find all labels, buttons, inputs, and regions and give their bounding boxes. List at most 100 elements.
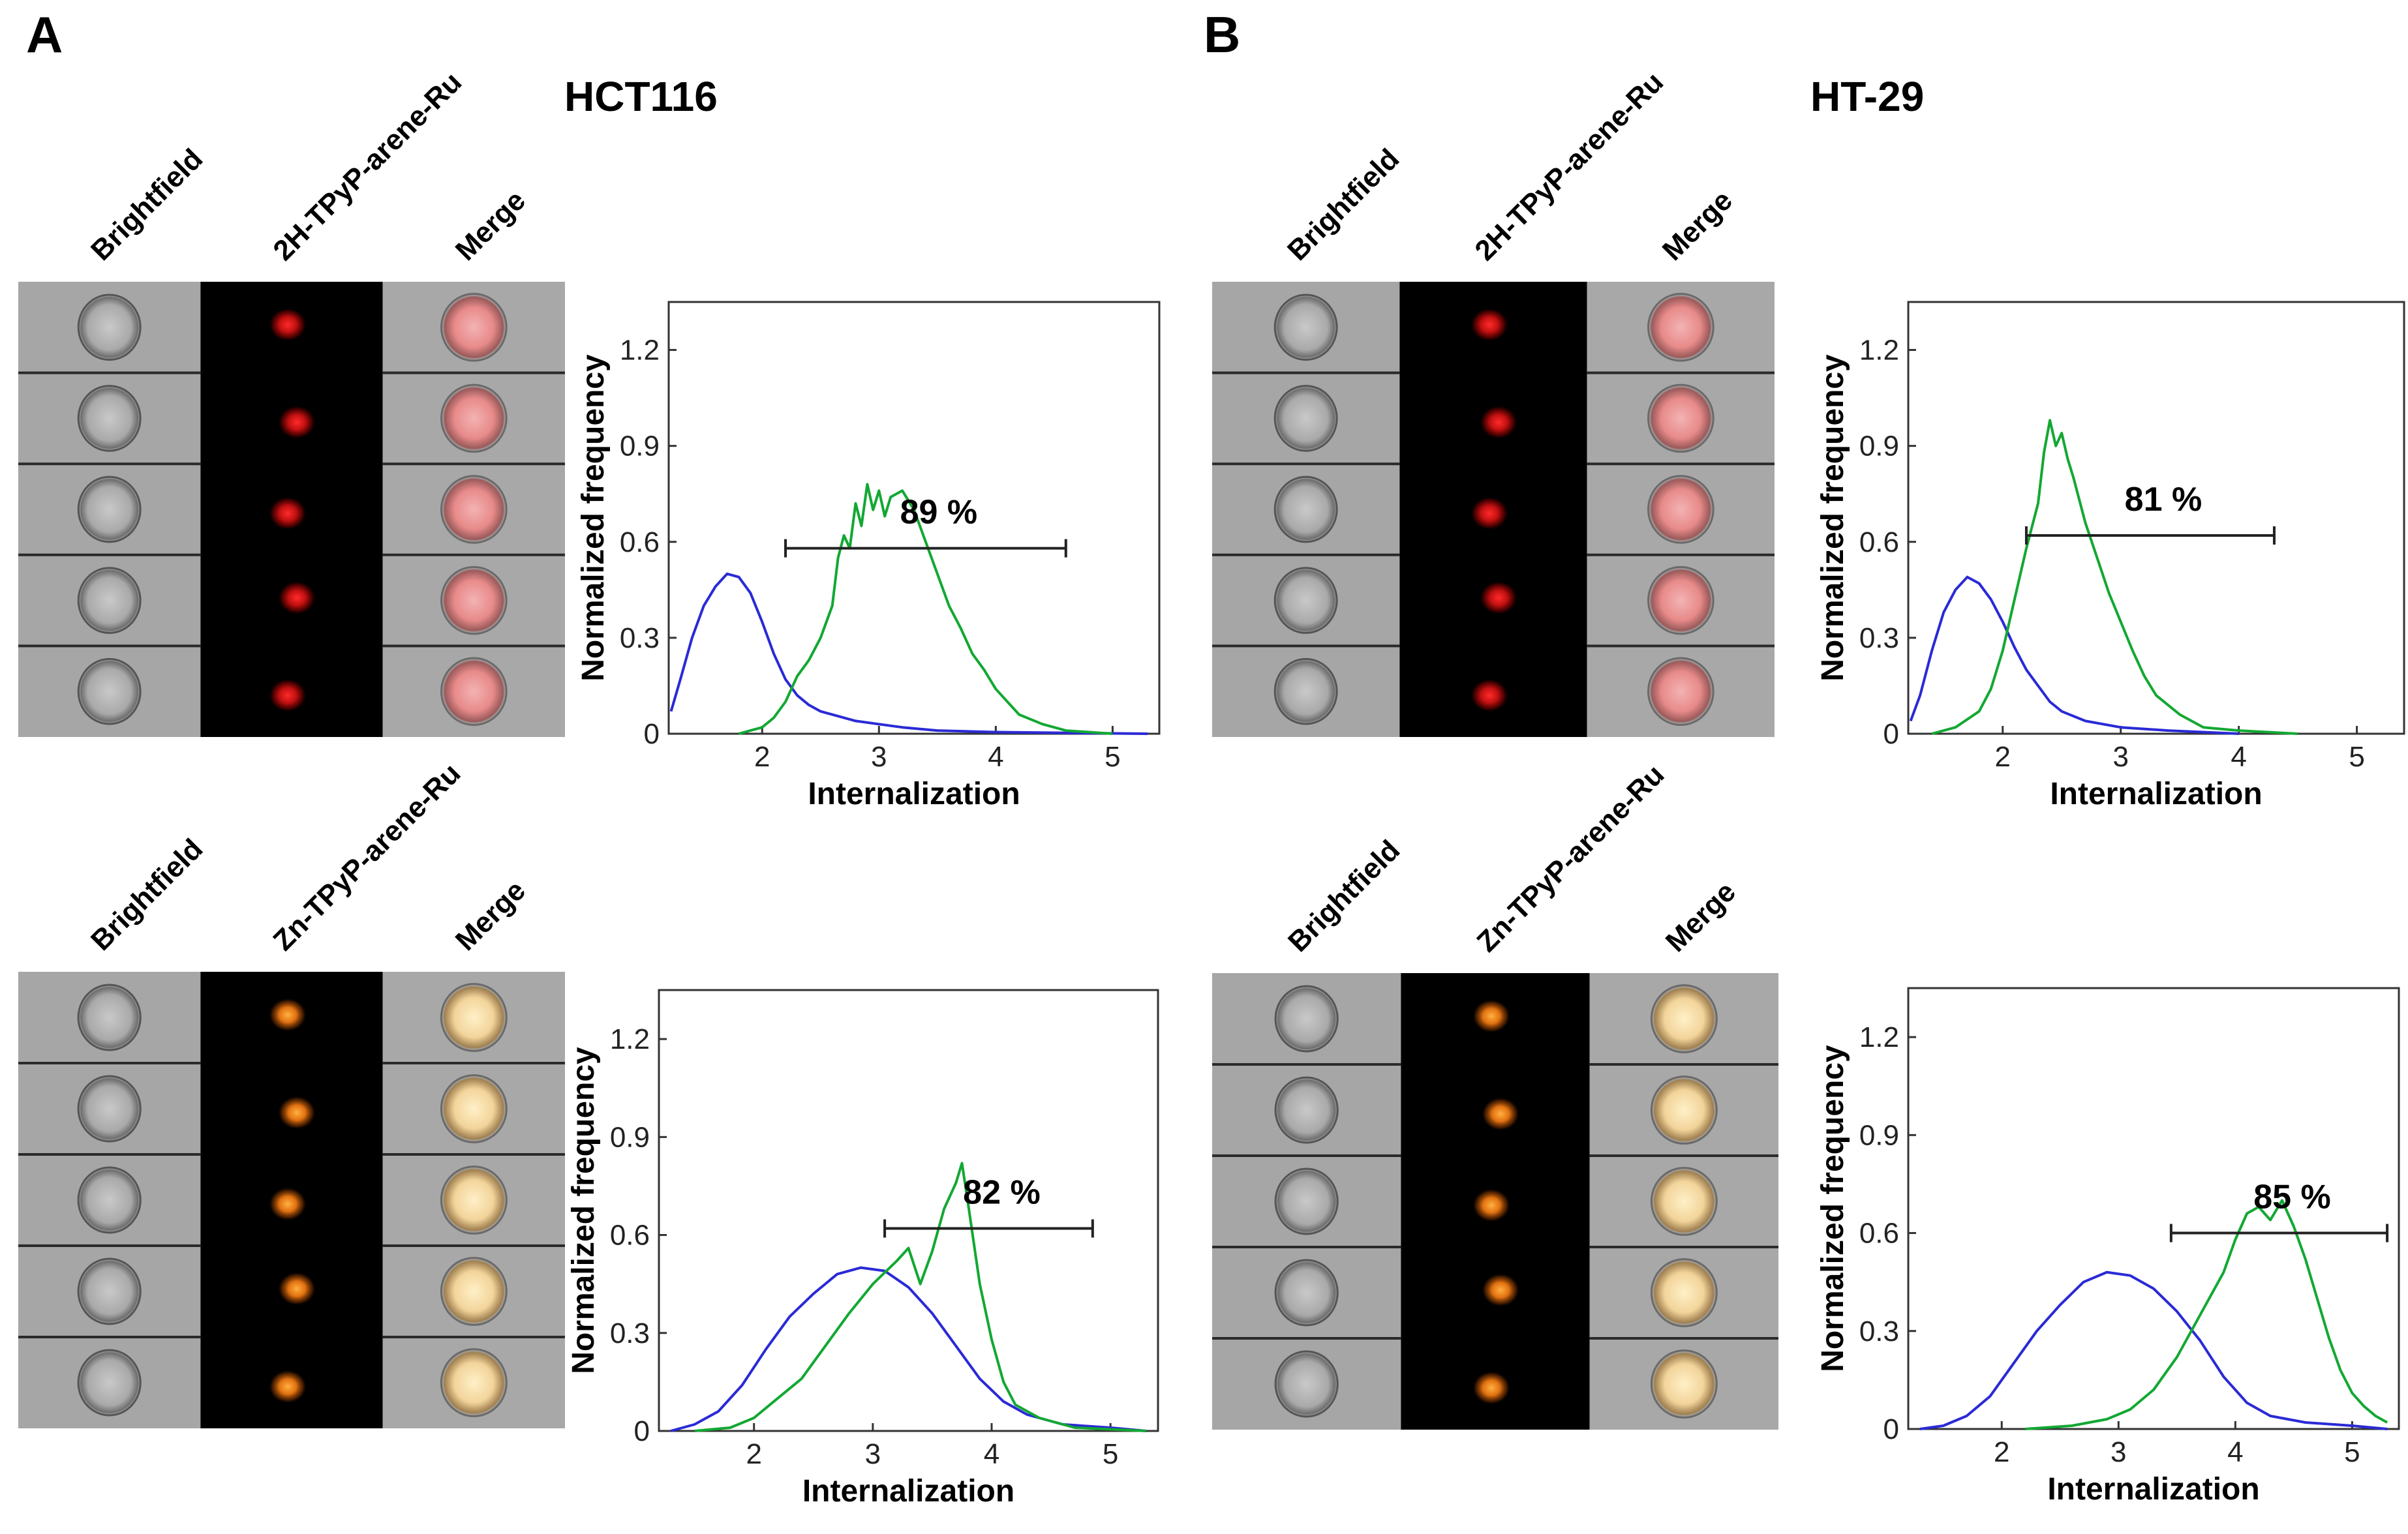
fluorescence-signal — [1470, 496, 1509, 531]
fluorescence-signal — [1470, 307, 1509, 342]
cell-line-title-ht29: HT-29 — [1810, 73, 1924, 120]
fluorescence-signal — [1479, 405, 1518, 440]
x-tick-label: 3 — [871, 741, 887, 773]
brightfield-cell — [77, 984, 142, 1051]
merge-cell — [1647, 293, 1715, 362]
merge-label: Merge — [1660, 876, 1742, 958]
series-line-blue — [1909, 575, 2239, 735]
y-axis-label: Normalized frequency — [576, 354, 611, 682]
plot-frame — [658, 989, 1159, 1432]
merge-cell — [440, 1074, 508, 1143]
brightfield-label: Brightfield — [1282, 834, 1406, 958]
x-tick-label: 3 — [2111, 1436, 2126, 1468]
fluorescence-signal — [1470, 678, 1509, 713]
x-axis-label: Internalization — [2050, 777, 2262, 811]
merge-cell — [1647, 657, 1715, 726]
y-tick-label: 0.3 — [610, 1317, 650, 1349]
fluorescence-signal — [268, 678, 307, 713]
fluorescence-signal — [1479, 580, 1518, 615]
y-axis-label: Normalized frequency — [1816, 354, 1850, 682]
x-tick-label: 3 — [865, 1438, 881, 1470]
brightfield-cell — [1273, 475, 1338, 543]
y-axis-label: Normalized frequency — [1816, 1045, 1850, 1372]
series-line-blue — [1919, 1271, 2388, 1430]
panel-letter-a: A — [26, 6, 63, 63]
series-line-green — [694, 1162, 1146, 1432]
merge-label: Merge — [1656, 185, 1739, 267]
x-tick-label: 4 — [984, 1438, 999, 1470]
x-tick-label: 2 — [1995, 741, 2011, 773]
brightfield-cell — [77, 475, 142, 543]
x-axis-label: Internalization — [802, 1474, 1014, 1509]
brightfield-cell — [77, 657, 142, 725]
y-tick-label: 1.2 — [610, 1023, 650, 1055]
merge-cell — [440, 657, 508, 726]
brightfield-label: Brightfield — [85, 143, 209, 267]
brightfield-cell — [1274, 1350, 1339, 1418]
fluorescence-signal — [277, 1095, 316, 1130]
brightfield-cell — [1273, 567, 1338, 634]
merge-cell — [440, 384, 508, 453]
cell-line-title-hct116: HCT116 — [564, 73, 718, 120]
x-tick-label: 3 — [2112, 741, 2128, 773]
brightfield-cell — [1274, 1259, 1339, 1327]
fluorescence-signal — [1472, 999, 1511, 1034]
compound-label: Zn-TPyP-arene-Ru — [267, 757, 466, 957]
merge-cell — [440, 1348, 508, 1417]
gate-percentage: 82 % — [963, 1174, 1041, 1212]
x-tick-label: 2 — [1994, 1436, 2009, 1468]
merge-cell — [1650, 1167, 1718, 1236]
fluorescence-signal — [268, 307, 307, 342]
y-tick-label: 1.2 — [1859, 335, 1899, 367]
histogram-a-zn: 0 0.3 0.6 0.9 1.2 2 3 4 5 Internalization Normaliz… — [566, 989, 1159, 1509]
fluorescence-signal — [268, 1369, 307, 1404]
fluorescence-signal — [1472, 1188, 1511, 1223]
brightfield-cell — [77, 1075, 142, 1143]
brightfield-cell — [1274, 1167, 1339, 1235]
merge-cell — [1650, 1258, 1718, 1327]
x-tick-label: 2 — [746, 1438, 761, 1470]
fluorescence-signal — [268, 1186, 307, 1222]
y-tick-label: 0.9 — [1859, 430, 1899, 462]
plot-frame — [1907, 301, 2405, 735]
merge-label: Merge — [450, 185, 532, 267]
y-tick-label: 0.6 — [1859, 526, 1899, 558]
series-line-blue — [669, 572, 1148, 735]
merge-cell — [1647, 475, 1715, 544]
y-tick-label: 1.2 — [620, 335, 660, 367]
panel-letter-b: B — [1204, 6, 1240, 63]
x-tick-label: 5 — [1103, 1438, 1118, 1470]
brightfield-cell — [1274, 985, 1339, 1053]
brightfield-cell — [77, 385, 142, 452]
y-tick-label: 0.3 — [1859, 1316, 1899, 1347]
brightfield-cell — [77, 293, 142, 361]
x-tick-label: 5 — [2349, 741, 2364, 773]
x-tick-label: 4 — [2231, 741, 2246, 773]
histogram-b-zn: 0 0.3 0.6 0.9 1.2 2 3 4 5 Internalization Normaliz… — [1816, 987, 2400, 1507]
y-tick-label: 0 — [634, 1415, 650, 1447]
y-tick-label: 0.6 — [610, 1220, 650, 1252]
brightfield-label: Brightfield — [1281, 143, 1405, 267]
brightfield-cell — [1274, 1076, 1339, 1144]
y-tick-label: 0 — [1883, 718, 1899, 750]
merge-cell — [440, 1257, 508, 1326]
merge-cell — [1647, 565, 1715, 635]
gate-percentage: 85 % — [2253, 1179, 2331, 1216]
brightfield-cell — [77, 1257, 142, 1325]
brightfield-cell — [77, 567, 142, 634]
histogram-b-2h: 0 0.3 0.6 0.9 1.2 2 3 4 5 Internalization Normaliz… — [1816, 301, 2405, 811]
y-tick-label: 0.3 — [620, 622, 660, 654]
fluorescence-signal — [268, 997, 307, 1032]
x-tick-label: 5 — [2344, 1436, 2360, 1468]
fluorescence-signal — [277, 1271, 316, 1306]
merge-cell — [1650, 1349, 1718, 1419]
y-tick-label: 1.2 — [1859, 1021, 1899, 1053]
merge-cell — [1650, 1075, 1718, 1145]
merge-cell — [440, 983, 508, 1052]
brightfield-cell — [1273, 657, 1338, 725]
compound-label: 2H-TPyP-arene-Ru — [267, 66, 468, 267]
